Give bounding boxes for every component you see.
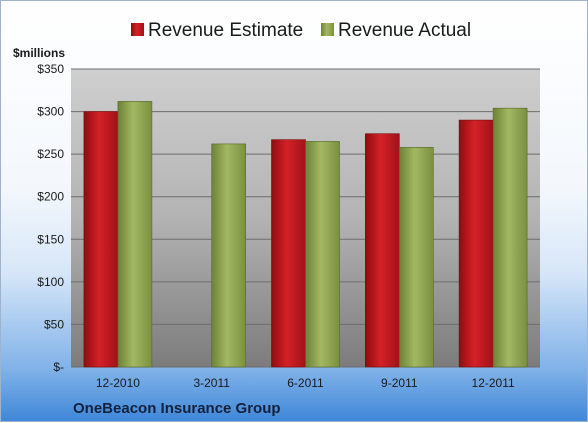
bar-estimate-12-2010 [83,111,119,368]
legend-label-estimate: Revenue Estimate [148,20,303,41]
y-tick-label: $150 [37,232,64,246]
y-tick-label: $300 [37,105,64,119]
y-tick-label: $100 [37,275,64,289]
x-tick-label: 12-2010 [96,376,140,390]
y-axis-ticks: $- $50 $100 $150 $200 $250 $300 $350 [37,62,64,374]
x-tick-label: 12-2011 [472,376,515,390]
bar-estimate-6-2011 [271,139,306,368]
x-tick-label: 6-2011 [287,376,324,390]
bar-actual-6-2011 [305,141,340,368]
legend-swatch-estimate [131,23,144,36]
x-tick-label: 3-2011 [193,376,230,390]
bar-estimate-12-2011 [458,119,494,368]
y-tick-label: $- [53,360,64,374]
bar-actual-12-2011 [492,107,528,368]
bar-actual-12-2010 [117,101,153,368]
legend-swatch-actual [321,23,334,36]
bar-actual-9-2011 [398,147,434,368]
y-tick-label: $250 [37,147,64,161]
x-tick-label: 9-2011 [381,376,418,390]
y-axis-unit-label: $millions [13,46,65,60]
y-tick-label: $350 [37,62,64,76]
bar-estimate-9-2011 [364,133,400,368]
y-tick-label: $200 [37,190,64,204]
y-tick-label: $50 [44,317,64,331]
company-name: OneBeacon Insurance Group [73,400,281,417]
legend: Revenue Estimate Revenue Actual [131,20,471,41]
legend-label-actual: Revenue Actual [338,20,471,41]
bar-actual-3-2011 [211,143,246,368]
x-axis-ticks: 12-2010 3-2011 6-2011 9-2011 12-2011 [96,376,515,390]
bars [83,101,528,368]
